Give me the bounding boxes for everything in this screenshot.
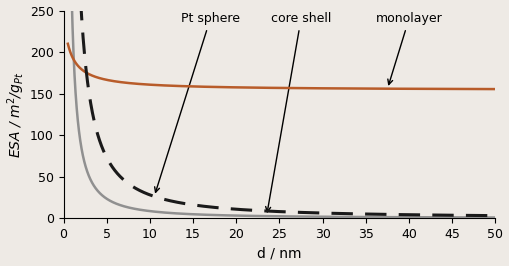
X-axis label: d / nm: d / nm bbox=[257, 246, 302, 260]
Text: Pt sphere: Pt sphere bbox=[155, 12, 240, 192]
Text: core shell: core shell bbox=[266, 12, 331, 212]
Y-axis label: $ESA$ / m$^2$/g$_{Pt}$: $ESA$ / m$^2$/g$_{Pt}$ bbox=[6, 71, 27, 157]
Text: monolayer: monolayer bbox=[376, 12, 442, 85]
